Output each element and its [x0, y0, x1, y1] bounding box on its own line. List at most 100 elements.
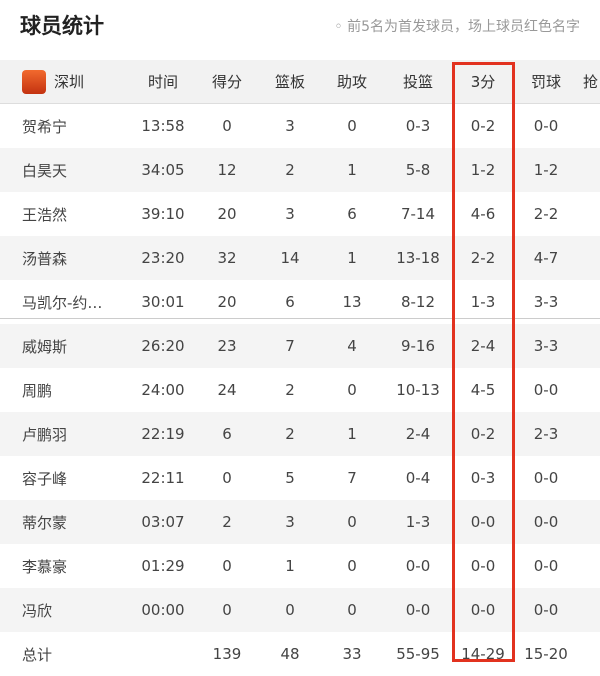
player-name: 威姆斯 — [22, 337, 68, 356]
stat-cell: 24 — [217, 381, 237, 399]
stat-cell: 1-2 — [470, 161, 496, 179]
stat-cell: 1-2 — [533, 161, 559, 179]
player-row[interactable]: 容子峰 22:11 0 5 7 0-4 0-3 0-0 — [0, 456, 600, 500]
player-row[interactable]: 王浩然 39:10 20 3 6 7-14 4-6 2-2 — [0, 192, 600, 236]
player-row[interactable]: 白昊天 34:05 12 2 1 5-8 1-2 1-2 — [0, 148, 600, 192]
stat-cell: 2 — [285, 161, 295, 179]
stat-cell: 3-3 — [533, 293, 559, 311]
stat-cell: 20 — [217, 205, 237, 223]
player-row[interactable]: 周鹏 24:00 24 2 0 10-13 4-5 0-0 — [0, 368, 600, 412]
stat-cell: 0-0 — [533, 117, 559, 135]
stat-cell: 0 — [347, 381, 357, 399]
stat-cell: 3-3 — [533, 337, 559, 355]
stat-cell: 1 — [347, 161, 357, 179]
column-header: 罚球 — [530, 73, 561, 91]
stat-cell: 0 — [285, 601, 295, 619]
stat-cell: 22:19 — [141, 425, 185, 443]
stat-cell: 8-12 — [400, 293, 436, 311]
page-title: 球员统计 — [20, 14, 104, 38]
starter-divider — [0, 318, 600, 319]
column-header: 助攻 — [336, 73, 367, 91]
player-row[interactable]: 汤普森 23:20 32 14 1 13-18 2-2 4-7 — [0, 236, 600, 280]
player-name: 周鹏 — [22, 381, 53, 400]
stat-cell: 14 — [280, 249, 300, 267]
stat-cell: 32 — [217, 249, 237, 267]
table-header: 深圳 时间 得分 篮板 助攻 投篮 3分 罚球 抢 — [0, 60, 600, 104]
player-name: 蒂尔蒙 — [22, 513, 68, 532]
stat-cell: 4-6 — [470, 205, 496, 223]
stat-cell: 2-2 — [533, 205, 559, 223]
player-name: 贺希宁 — [22, 117, 68, 136]
stat-cell: 0-3 — [405, 117, 431, 135]
stat-cell: 0-0 — [470, 601, 496, 619]
stat-cell: 0-0 — [405, 557, 431, 575]
column-header: 投篮 — [402, 73, 433, 91]
stat-cell: 0-0 — [533, 601, 559, 619]
stat-cell: 0 — [347, 513, 357, 531]
stat-cell: 22:11 — [141, 469, 185, 487]
stat-cell: 4-5 — [470, 381, 496, 399]
player-row[interactable]: 贺希宁 13:58 0 3 0 0-3 0-2 0-0 — [0, 104, 600, 148]
stat-cell: 0-0 — [533, 557, 559, 575]
stat-cell: 0 — [222, 469, 232, 487]
stat-cell: 30:01 — [141, 293, 185, 311]
stat-cell: 6 — [222, 425, 232, 443]
total-label: 总计 — [22, 645, 53, 664]
stat-cell: 3 — [285, 513, 295, 531]
column-header: 时间 — [147, 73, 178, 91]
stat-cell: 4 — [347, 337, 357, 355]
stat-cell: 1-3 — [470, 293, 496, 311]
stat-cell: 2-3 — [533, 425, 559, 443]
stat-cell: 34:05 — [141, 161, 185, 179]
stat-cell: 2-2 — [470, 249, 496, 267]
stat-cell: 0-0 — [533, 513, 559, 531]
stat-cell: 1-3 — [405, 513, 431, 531]
stat-cell: 0-0 — [470, 513, 496, 531]
stat-cell: 0-0 — [533, 381, 559, 399]
stat-cell: 0 — [347, 557, 357, 575]
stat-cell: 5-8 — [405, 161, 431, 179]
stat-cell: 12 — [217, 161, 237, 179]
stat-cell: 0-0 — [405, 601, 431, 619]
player-name: 王浩然 — [22, 205, 68, 224]
stat-cell: 2-4 — [405, 425, 431, 443]
stat-cell: 13:58 — [141, 117, 185, 135]
stat-cell: 00:00 — [141, 601, 185, 619]
total-cell: 48 — [280, 645, 300, 663]
stat-cell: 5 — [285, 469, 295, 487]
stat-cell: 39:10 — [141, 205, 185, 223]
starter-note: ◦ 前5名为首发球员，场上球员红色名字 — [334, 19, 580, 35]
stat-cell: 0-0 — [470, 557, 496, 575]
team-logo-icon — [22, 70, 46, 94]
stat-cell: 3 — [285, 205, 295, 223]
player-row[interactable]: 卢鹏羽 22:19 6 2 1 2-4 0-2 2-3 — [0, 412, 600, 456]
player-row[interactable]: 冯欣 00:00 0 0 0 0-0 0-0 0-0 — [0, 588, 600, 632]
player-name: 马凯尔-约… — [22, 293, 103, 312]
stat-cell: 0 — [222, 557, 232, 575]
player-name: 汤普森 — [22, 249, 68, 268]
column-header: 3分 — [470, 73, 496, 91]
player-row[interactable]: 马凯尔-约… 30:01 20 6 13 8-12 1-3 3-3 — [0, 280, 600, 324]
total-cell: 139 — [212, 645, 242, 663]
stat-cell: 1 — [285, 557, 295, 575]
stat-cell: 2 — [285, 425, 295, 443]
player-name: 白昊天 — [22, 161, 68, 180]
stat-cell: 23 — [217, 337, 237, 355]
total-cell: 14-29 — [461, 645, 505, 663]
player-name: 冯欣 — [22, 601, 53, 620]
total-cell: 33 — [342, 645, 362, 663]
player-row[interactable]: 威姆斯 26:20 23 7 4 9-16 2-4 3-3 — [0, 324, 600, 368]
stat-cell: 23:20 — [141, 249, 185, 267]
stat-cell: 3 — [285, 117, 295, 135]
stat-cell: 7-14 — [400, 205, 436, 223]
stat-cell: 7 — [347, 469, 357, 487]
player-row[interactable]: 蒂尔蒙 03:07 2 3 0 1-3 0-0 0-0 — [0, 500, 600, 544]
stat-cell: 0 — [222, 601, 232, 619]
stat-cell: 0-2 — [470, 117, 496, 135]
stat-cell: 6 — [347, 205, 357, 223]
total-cell: 55-95 — [396, 645, 440, 663]
stat-cell: 0-3 — [470, 469, 496, 487]
player-row[interactable]: 李慕豪 01:29 0 1 0 0-0 0-0 0-0 — [0, 544, 600, 588]
stat-cell: 0 — [347, 117, 357, 135]
stat-cell: 13 — [342, 293, 362, 311]
